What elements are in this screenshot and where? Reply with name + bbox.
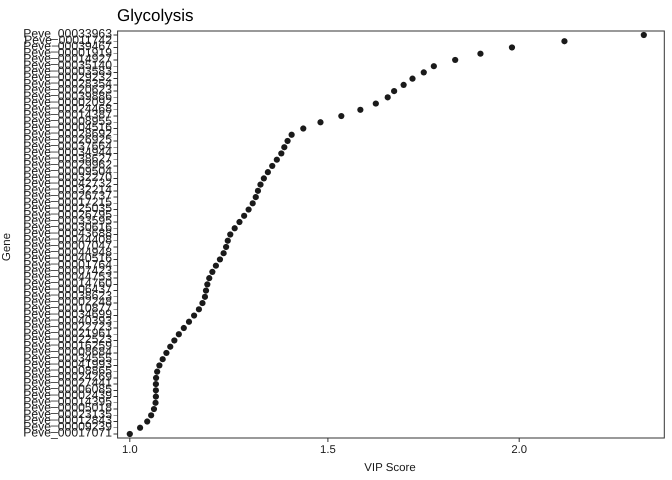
svg-text:2.0: 2.0 (511, 444, 527, 456)
svg-text:Glycolysis: Glycolysis (117, 6, 194, 25)
svg-text:Gene: Gene (1, 233, 13, 261)
svg-text:Peve_00017071: Peve_00017071 (23, 426, 112, 440)
svg-text:1.0: 1.0 (122, 444, 138, 456)
svg-text:1.5: 1.5 (320, 444, 336, 456)
svg-text:VIP Score: VIP Score (364, 462, 416, 474)
